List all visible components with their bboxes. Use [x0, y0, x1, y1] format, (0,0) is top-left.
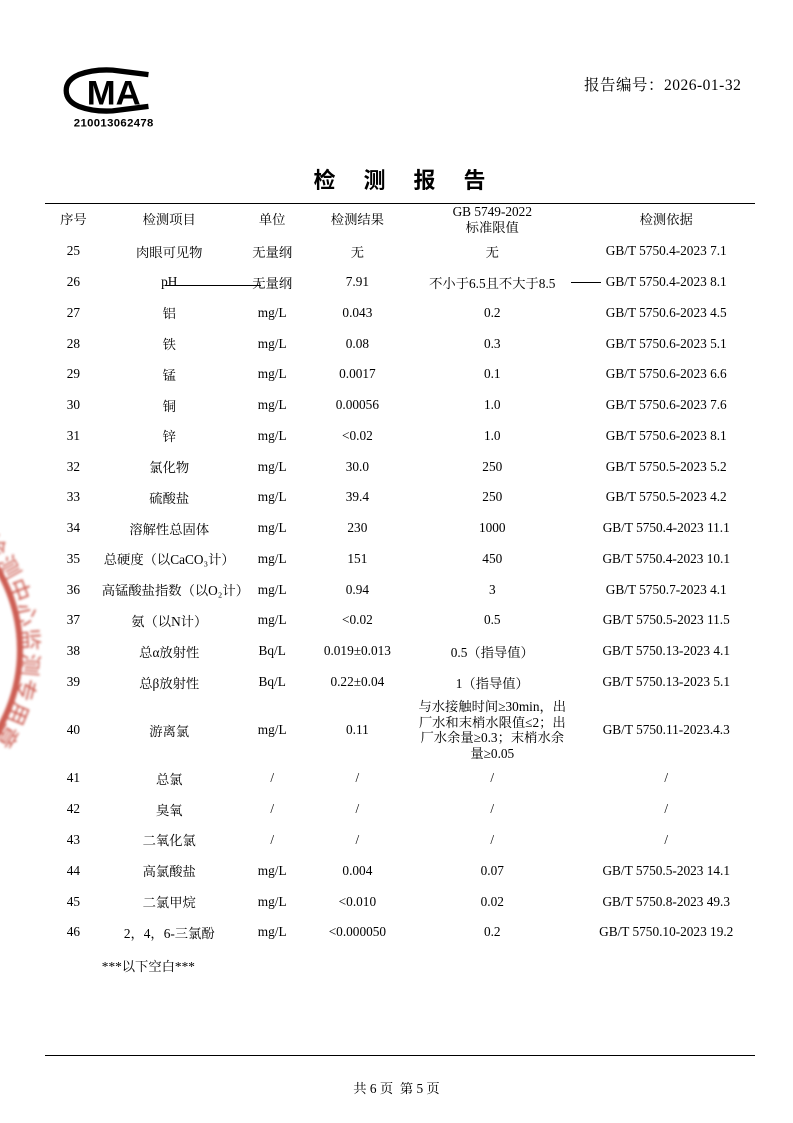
svg-text:MA: MA	[87, 74, 141, 112]
svg-text:210013062478: 210013062478	[74, 117, 154, 129]
svg-text:水质检测中心监测专用章XX水质检测中心监测专用章: 水质检测中心监测专用章XX水质检测中心监测专用章	[0, 469, 43, 754]
